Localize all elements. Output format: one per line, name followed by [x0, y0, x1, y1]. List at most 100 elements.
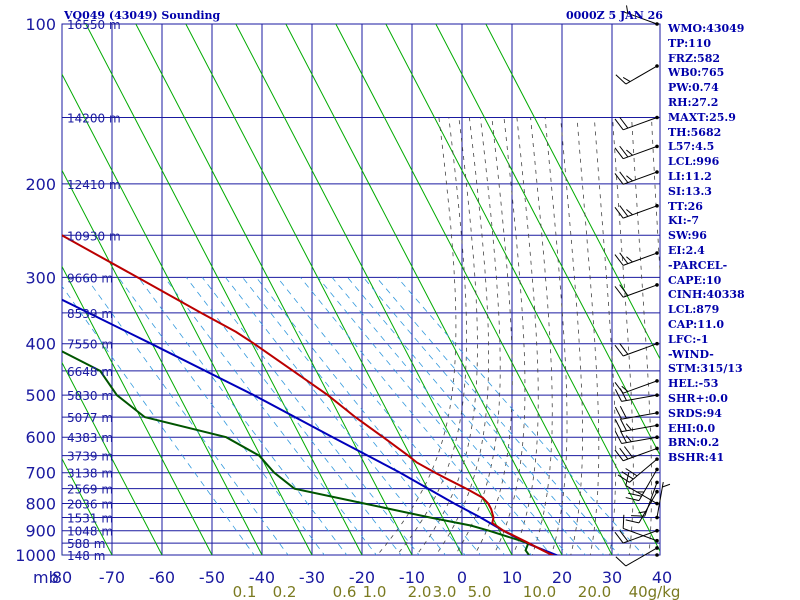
- mixing-ratio-label: 2.0: [408, 583, 432, 600]
- temperature-tick-label: -70: [99, 568, 125, 587]
- wind-barb-staff: [623, 11, 658, 25]
- parameter-line: CINH:40338: [668, 288, 745, 302]
- isotherm-line: [62, 169, 263, 555]
- wind-barb-feather: [614, 431, 622, 444]
- wind-barb-base: [655, 553, 659, 557]
- parameter-line: CAPE:10: [668, 273, 722, 287]
- parameter-line: LCL:879: [668, 303, 720, 317]
- parameter-line: -PARCEL-: [668, 258, 728, 272]
- pressure-unit-label: mb: [33, 568, 59, 587]
- sounding-profiles: [62, 234, 559, 555]
- parameter-line: LFC:-1: [668, 332, 709, 346]
- parameter-line: KI:-7: [668, 214, 699, 228]
- wind-barb: [614, 379, 659, 394]
- wind-barb-feather: [614, 389, 622, 402]
- wind-barb-staff: [623, 447, 658, 462]
- wind-barb-staff: [623, 343, 658, 357]
- height-label: 10930 m: [67, 229, 121, 243]
- wind-barb-staff: [621, 394, 658, 402]
- isotherm-line: [185, 24, 463, 555]
- wind-barb-feather: [614, 449, 624, 462]
- mixing-ratio-line: [242, 277, 466, 555]
- mixing-ratio-label: 0.6: [333, 583, 357, 600]
- isotherm-line: [135, 24, 413, 555]
- pressure-tick-label: 1000: [15, 546, 56, 565]
- temperature-trace: [62, 234, 555, 555]
- wind-barb-staff: [623, 527, 658, 542]
- isotherm-line: [485, 24, 660, 360]
- height-label: 2569 m: [67, 483, 113, 497]
- wind-barb-feather: [625, 519, 640, 524]
- wind-barb-staff: [625, 547, 658, 567]
- mixing-ratio-line: [225, 277, 447, 555]
- parameter-line: STM:315/13: [668, 362, 743, 376]
- wind-barb-staff: [625, 65, 658, 85]
- moist-adiabat-line: [612, 117, 634, 555]
- wind-barb-feather: [622, 77, 631, 82]
- height-label: 14200 m: [67, 112, 121, 126]
- temperature-tick-label: -20: [349, 568, 375, 587]
- wind-barb: [614, 251, 659, 266]
- mixing-ratio-line: [347, 277, 587, 555]
- parameter-line: TP:110: [668, 36, 712, 50]
- moist-adiabat-line: [416, 117, 478, 555]
- wind-barb-feather: [628, 492, 642, 497]
- wind-barb: [655, 481, 671, 520]
- wind-barb: [614, 144, 659, 160]
- wind-barb-feather: [614, 286, 624, 298]
- isotherm-line: [62, 457, 113, 555]
- wind-barb-staff: [656, 481, 664, 518]
- height-label: 1048 m: [67, 525, 113, 539]
- pressure-tick-label: 400: [25, 335, 56, 354]
- wind-barb-feather: [619, 418, 627, 431]
- wind-barb-feather: [623, 446, 633, 458]
- moist-adiabat-line: [512, 117, 539, 555]
- mixing-ratio-line: [363, 277, 605, 555]
- pressure-tick-label: 700: [25, 464, 56, 483]
- mixing-ratio-label: 10.0: [523, 583, 556, 600]
- wind-barb: [615, 64, 659, 85]
- wind-barb-staff: [623, 145, 658, 160]
- wind-barb: [625, 467, 659, 502]
- wind-barb-feather: [614, 344, 624, 357]
- moist-adiabat-line: [560, 117, 583, 555]
- wind-barb-feather: [619, 447, 629, 460]
- height-label: 8539 m: [67, 307, 113, 321]
- wind-barb-feather: [614, 531, 624, 544]
- parameter-line: SHR+:0.0: [668, 391, 728, 405]
- mixing-ratio-line: [397, 277, 644, 555]
- parameter-line: SW:96: [668, 229, 707, 243]
- wind-barb-staff: [623, 284, 658, 298]
- isotherm-line: [62, 73, 313, 555]
- wind-barb: [614, 283, 659, 298]
- wind-barb-staff: [638, 469, 658, 501]
- height-label: 4383 m: [67, 431, 113, 445]
- wind-barb-feather: [626, 5, 629, 14]
- isotherm-line: [435, 24, 660, 457]
- wind-barb-feather: [626, 256, 633, 263]
- height-label: 16550 m: [67, 18, 121, 32]
- height-label: 3739 m: [67, 450, 113, 464]
- wind-barb-feather: [619, 284, 629, 296]
- wind-barb-staff: [623, 205, 658, 219]
- pressure-tick-label: 200: [25, 175, 56, 194]
- wind-barb-staff: [623, 252, 658, 266]
- height-label: 5077 m: [67, 411, 113, 425]
- mixing-ratio-line: [331, 277, 569, 555]
- moist-adiabat-line: [631, 117, 652, 555]
- height-label: 6648 m: [67, 365, 113, 379]
- moist-adiabat-line: [376, 117, 457, 555]
- pressure-tick-label: 100: [25, 15, 56, 34]
- mixing-ratio-line: [185, 277, 402, 555]
- wind-barb-feather: [614, 419, 622, 432]
- wind-barb: [617, 457, 659, 483]
- parameter-line: SRDS:94: [668, 406, 722, 420]
- thermodynamic-background-lines: [62, 24, 660, 555]
- wind-barb: [614, 430, 659, 444]
- isotherm-line: [385, 24, 660, 553]
- parameter-line: PW:0.74: [668, 81, 719, 95]
- parameter-line: -WIND-: [668, 347, 714, 361]
- pressure-tick-label: 500: [25, 386, 56, 405]
- wind-barb-feather: [626, 175, 633, 182]
